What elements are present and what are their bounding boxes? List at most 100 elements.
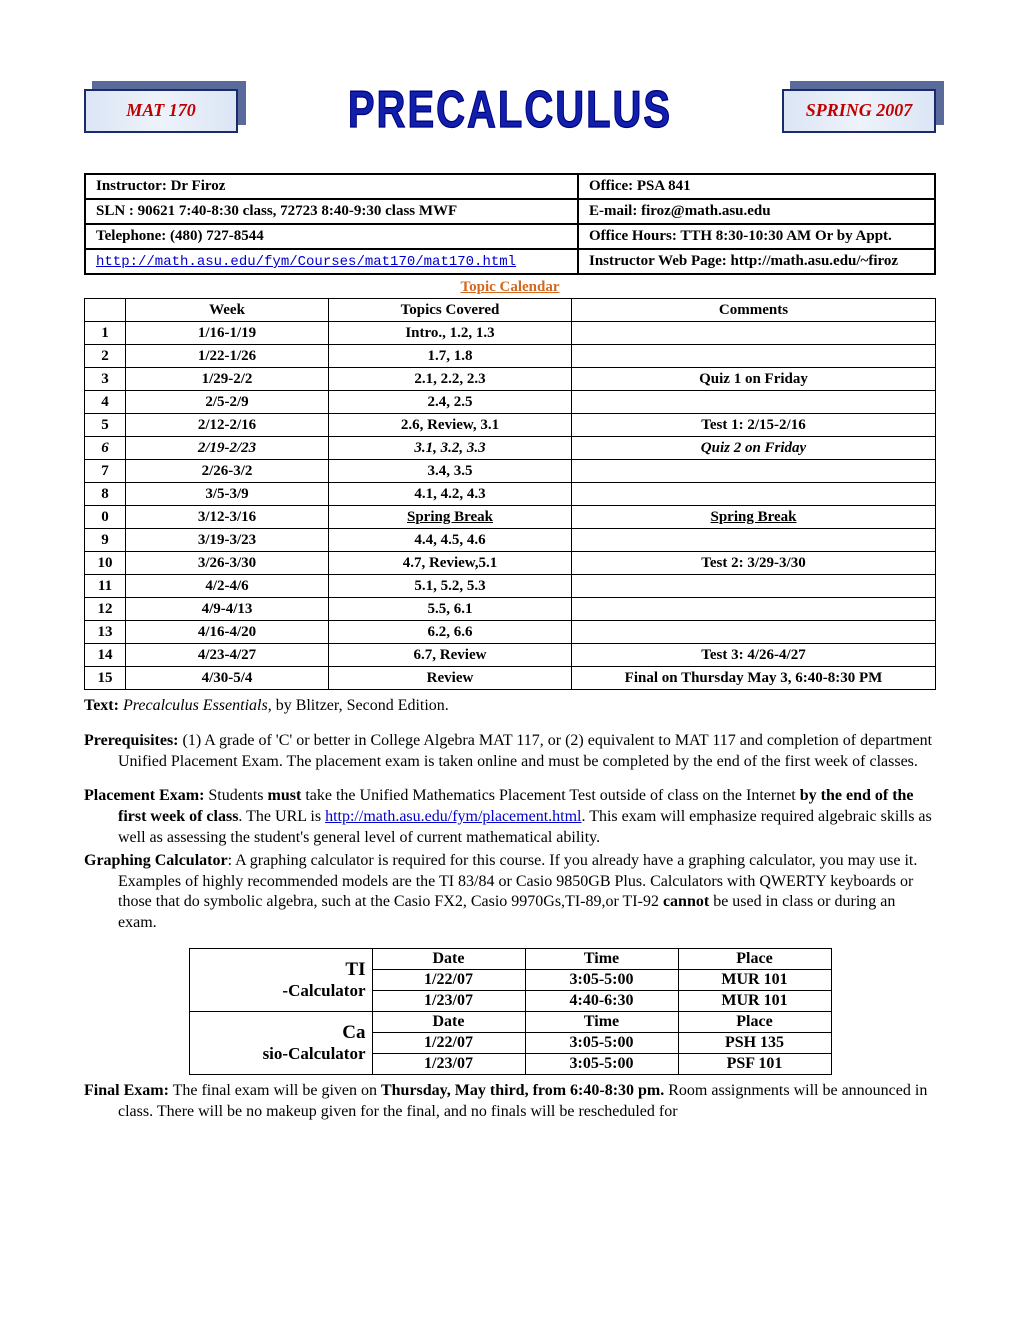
- table-cell: 4: [85, 391, 126, 414]
- table-cell: 3/19-3/23: [126, 529, 329, 552]
- table-cell: 11: [85, 575, 126, 598]
- table-row: 42/5-2/92.4, 2.5: [85, 391, 936, 414]
- table-cell: 3:05-5:00: [525, 969, 678, 990]
- textbook-title: Precalculus Essentials: [123, 697, 268, 714]
- table-cell: 6.7, Review: [329, 644, 572, 667]
- table-row: Casio-CalculatorDateTimePlace: [189, 1011, 831, 1032]
- calendar-table: Week Topics Covered Comments 11/16-1/19I…: [84, 298, 936, 690]
- final-p1: The final exam will be given on: [169, 1082, 381, 1099]
- final-label: Final Exam:: [84, 1082, 169, 1099]
- table-cell: 15: [85, 667, 126, 690]
- placement-label: Placement Exam:: [84, 787, 204, 804]
- col-num: [85, 299, 126, 322]
- table-cell: 1/22/07: [372, 1032, 525, 1053]
- table-row: 124/9-4/135.5, 6.1: [85, 598, 936, 621]
- table-cell: [572, 598, 936, 621]
- table-cell: Test 2: 3/29-3/30: [572, 552, 936, 575]
- table-cell: 1/23/07: [372, 1053, 525, 1074]
- table-cell: [572, 460, 936, 483]
- col-comments: Comments: [572, 299, 936, 322]
- table-row: 103/26-3/304.7, Review,5.1Test 2: 3/29-3…: [85, 552, 936, 575]
- table-cell: 1/22-1/26: [126, 345, 329, 368]
- placement-p1: Students: [204, 787, 267, 804]
- table-cell: 10: [85, 552, 126, 575]
- workshop-header: Date: [372, 948, 525, 969]
- workshop-header: Place: [678, 948, 831, 969]
- table-cell: 4/23-4/27: [126, 644, 329, 667]
- table-cell: MUR 101: [678, 969, 831, 990]
- table-cell: 4:40-6:30: [525, 990, 678, 1011]
- table-cell: 14: [85, 644, 126, 667]
- table-cell: Final on Thursday May 3, 6:40-8:30 PM: [572, 667, 936, 690]
- placement-p2: take the Unified Mathematics Placement T…: [301, 787, 799, 804]
- workshop-label: TI-Calculator: [189, 948, 372, 1011]
- final-paragraph: Final Exam: The final exam will be given…: [84, 1081, 936, 1123]
- col-week: Week: [126, 299, 329, 322]
- table-cell: [572, 322, 936, 345]
- table-cell: [572, 391, 936, 414]
- table-cell: 7: [85, 460, 126, 483]
- table-cell: Test 1: 2/15-2/16: [572, 414, 936, 437]
- instructor-page-cell: Instructor Web Page: http://math.asu.edu…: [578, 249, 935, 274]
- table-cell: 2.4, 2.5: [329, 391, 572, 414]
- prerequisites-paragraph: Prerequisites: (1) A grade of 'C' or bet…: [84, 731, 936, 773]
- table-cell: 5: [85, 414, 126, 437]
- table-row: 72/26-3/23.4, 3.5: [85, 460, 936, 483]
- table-cell: 1: [85, 322, 126, 345]
- table-cell: PSH 135: [678, 1032, 831, 1053]
- course-url-cell: http://math.asu.edu/fym/Courses/mat170/m…: [85, 249, 578, 274]
- instructor-cell: Instructor: Dr Firoz: [85, 174, 578, 199]
- table-cell: 3:05-5:00: [525, 1053, 678, 1074]
- col-topics: Topics Covered: [329, 299, 572, 322]
- table-row: 93/19-3/234.4, 4.5, 4.6: [85, 529, 936, 552]
- table-cell: 2/19-2/23: [126, 437, 329, 460]
- office-cell: Office: PSA 841: [578, 174, 935, 199]
- table-cell: 2.6, Review, 3.1: [329, 414, 572, 437]
- table-cell: 6: [85, 437, 126, 460]
- table-row: 114/2-4/65.1, 5.2, 5.3: [85, 575, 936, 598]
- table-cell: 4/16-4/20: [126, 621, 329, 644]
- final-exam-text: Final Exam: The final exam will be given…: [84, 1081, 936, 1123]
- page: MAT 170 PRECALCULUS SPRING 2007 Instruct…: [0, 0, 1020, 1177]
- table-row: 21/22-1/261.7, 1.8: [85, 345, 936, 368]
- table-cell: 4/30-5/4: [126, 667, 329, 690]
- left-badge-container: MAT 170: [84, 89, 238, 133]
- workshop-header: Time: [525, 1011, 678, 1032]
- table-cell: Quiz 2 on Friday: [572, 437, 936, 460]
- table-cell: 5.1, 5.2, 5.3: [329, 575, 572, 598]
- table-cell: 3: [85, 368, 126, 391]
- prereq-label: Prerequisites:: [84, 732, 179, 749]
- table-cell: 1.7, 1.8: [329, 345, 572, 368]
- table-row: 11/16-1/19Intro., 1.2, 1.3: [85, 322, 936, 345]
- placement-p3: . The URL is: [238, 808, 325, 825]
- table-cell: 5.5, 6.1: [329, 598, 572, 621]
- right-badge-container: SPRING 2007: [782, 89, 936, 133]
- table-cell: 1/23/07: [372, 990, 525, 1011]
- table-cell: 12: [85, 598, 126, 621]
- table-cell: 4.7, Review,5.1: [329, 552, 572, 575]
- table-cell: 2: [85, 345, 126, 368]
- table-cell: 1/22/07: [372, 969, 525, 990]
- table-cell: 3.4, 3.5: [329, 460, 572, 483]
- topic-calendar-title: Topic Calendar: [84, 279, 936, 296]
- table-cell: PSF 101: [678, 1053, 831, 1074]
- textbook-rest: , by Blitzer, Second Edition.: [268, 697, 449, 714]
- table-row: 62/19-2/233.1, 3.2, 3.3Quiz 2 on Friday: [85, 437, 936, 460]
- table-cell: 6.2, 6.6: [329, 621, 572, 644]
- table-cell: 2/5-2/9: [126, 391, 329, 414]
- table-cell: 3.1, 3.2, 3.3: [329, 437, 572, 460]
- term-badge: SPRING 2007: [782, 89, 936, 133]
- calculator-paragraph: Graphing Calculator: A graphing calculat…: [84, 851, 936, 934]
- placement-url-link[interactable]: http://math.asu.edu/fym/placement.html: [325, 808, 581, 825]
- body-text: Text: Precalculus Essentials, by Blitzer…: [84, 696, 936, 934]
- calc-label: Graphing Calculator: [84, 852, 228, 869]
- table-cell: 9: [85, 529, 126, 552]
- table-row: TI-CalculatorDateTimePlace: [189, 948, 831, 969]
- table-cell: Intro., 1.2, 1.3: [329, 322, 572, 345]
- course-url-link[interactable]: http://math.asu.edu/fym/Courses/mat170/m…: [96, 254, 516, 270]
- table-cell: 2.1, 2.2, 2.3: [329, 368, 572, 391]
- table-cell: 3/12-3/16: [126, 506, 329, 529]
- table-row: 154/30-5/4ReviewFinal on Thursday May 3,…: [85, 667, 936, 690]
- table-row: 52/12-2/162.6, Review, 3.1Test 1: 2/15-2…: [85, 414, 936, 437]
- table-row: 83/5-3/94.1, 4.2, 4.3: [85, 483, 936, 506]
